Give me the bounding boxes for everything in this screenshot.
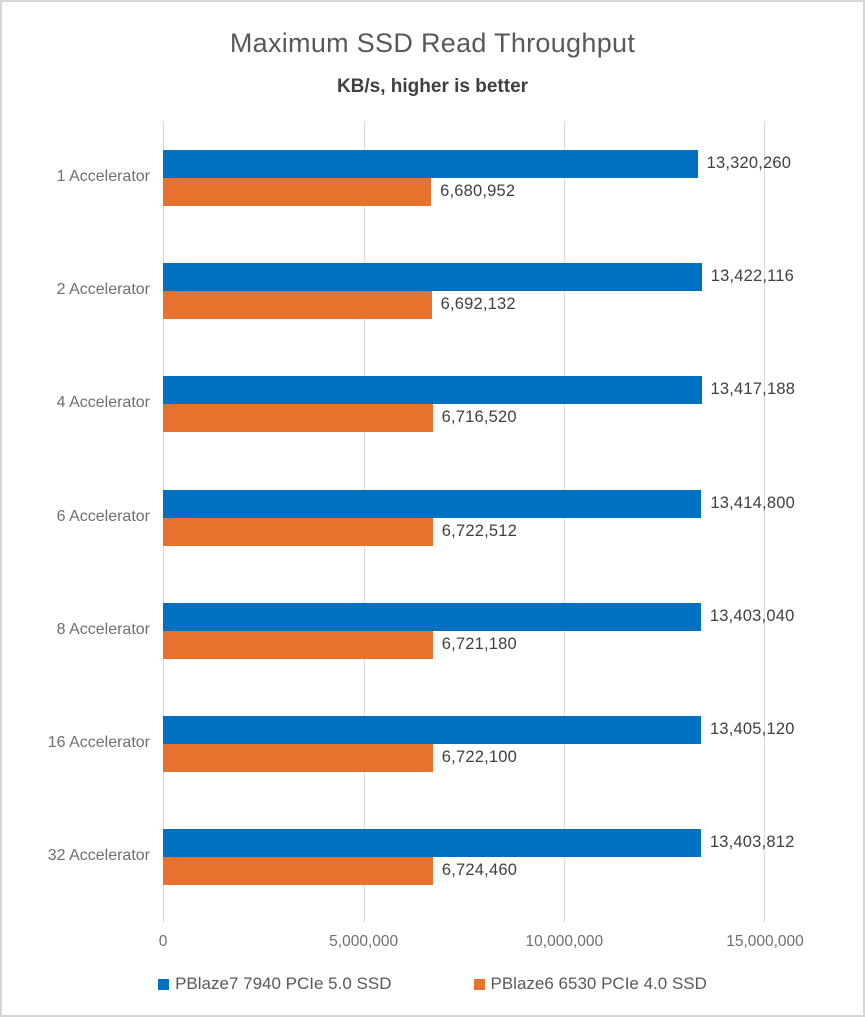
data-label: 6,721,180 xyxy=(441,634,517,653)
bar-series-0 xyxy=(163,829,701,858)
bar-series-0 xyxy=(163,376,702,405)
x-tick-label: 0 xyxy=(158,933,168,950)
data-label: 13,320,260 xyxy=(706,153,792,172)
data-label: 6,716,520 xyxy=(441,408,517,427)
gridline xyxy=(764,121,765,922)
bar-series-0 xyxy=(163,489,702,518)
category-label: 16 Accelerator xyxy=(47,734,150,752)
data-label: 13,414,800 xyxy=(710,493,795,512)
chart-subtitle: KB/s, higher is better xyxy=(336,76,529,97)
data-label: 6,722,100 xyxy=(441,748,518,767)
data-label: 6,722,512 xyxy=(441,521,518,540)
data-label: 6,692,132 xyxy=(440,294,516,313)
x-axis: 0 5,000,000 10,000,000 15,000,000 xyxy=(2,933,863,953)
legend-item: PBlaze7 7940 PCIe 5.0 SSD xyxy=(158,974,392,994)
data-label: 6,680,952 xyxy=(440,181,516,200)
legend-item: PBlaze6 6530 PCIe 4.0 SSD xyxy=(473,974,707,994)
plot-area xyxy=(163,121,765,922)
data-label: 13,403,812 xyxy=(709,833,795,852)
category-label: 2 Accelerator xyxy=(56,280,150,298)
data-label: 13,403,040 xyxy=(709,606,795,625)
x-tick-label: 10,000,000 xyxy=(525,933,604,950)
bar-series-0 xyxy=(163,716,701,745)
bar-series-0 xyxy=(163,149,698,178)
bar-series-0 xyxy=(163,602,701,631)
gridline xyxy=(564,121,566,922)
data-label: 6,724,460 xyxy=(441,861,518,880)
bar-series-1 xyxy=(163,177,432,206)
bar-series-1 xyxy=(163,517,433,546)
bar-series-1 xyxy=(163,290,432,319)
x-tick-label: 5,000,000 xyxy=(329,933,399,950)
data-label: 13,422,116 xyxy=(710,266,795,285)
data-label: 13,405,120 xyxy=(710,720,795,739)
bar-series-1 xyxy=(163,857,433,886)
category-label: 6 Accelerator xyxy=(56,507,150,525)
legend: PBlaze7 7940 PCIe 5.0 SSD PBlaze6 6530 PC… xyxy=(2,974,863,994)
data-label: 13,417,188 xyxy=(710,380,796,399)
legend-swatch-icon xyxy=(158,978,170,990)
category-label: 4 Accelerator xyxy=(56,394,150,412)
legend-label: PBlaze6 6530 PCIe 4.0 SSD xyxy=(490,974,707,993)
bar-series-1 xyxy=(163,630,433,659)
legend-label: PBlaze7 7940 PCIe 5.0 SSD xyxy=(175,974,392,993)
x-tick-label: 15,000,000 xyxy=(726,933,804,950)
bar-series-1 xyxy=(163,404,433,433)
category-label: 1 Accelerator xyxy=(56,167,150,185)
category-label: 8 Accelerator xyxy=(56,620,150,638)
category-label: 32 Accelerator xyxy=(47,847,150,865)
bar-series-0 xyxy=(163,262,702,291)
bar-series-1 xyxy=(163,744,433,773)
chart-title: Maximum SSD Read Throughput xyxy=(229,28,636,58)
legend-swatch-icon xyxy=(473,978,485,990)
